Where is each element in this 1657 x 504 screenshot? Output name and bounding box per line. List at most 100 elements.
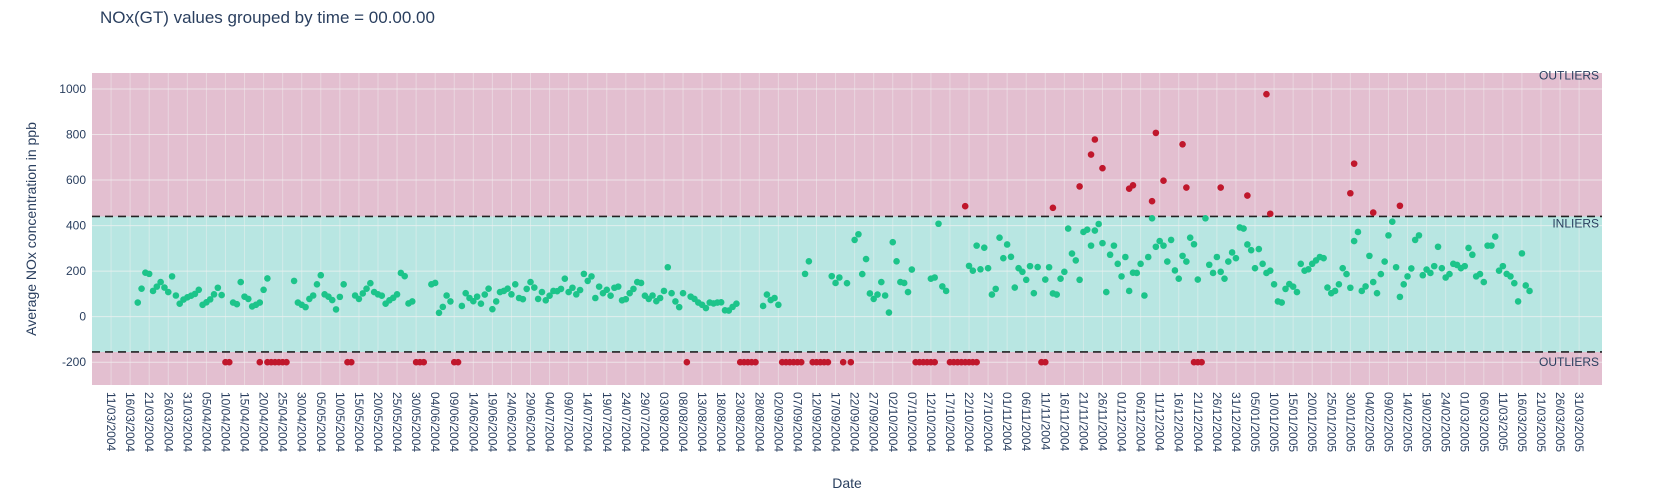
inlier-point — [992, 285, 1000, 293]
x-tick-label: 21/12/2004 — [1191, 392, 1205, 452]
inlier-point — [1507, 273, 1514, 280]
x-tick-label: 29/06/2004 — [524, 392, 538, 452]
inlier-point — [1518, 250, 1526, 257]
inlier-point — [866, 290, 874, 297]
inlier-point — [1427, 269, 1434, 277]
inlier-point — [447, 298, 454, 305]
inlier-point — [939, 283, 946, 290]
inlier-point — [942, 287, 950, 295]
outlier-point — [797, 358, 805, 366]
inlier-point — [660, 287, 668, 295]
y-tick-label: 400 — [66, 219, 86, 233]
inlier-point — [1278, 299, 1285, 306]
inlier-point — [1053, 291, 1061, 298]
band-label-2: OUTLIERS — [1539, 355, 1599, 369]
inlier-point — [1087, 242, 1095, 249]
inlier-point — [210, 291, 218, 298]
inlier-point — [1362, 283, 1369, 290]
x-tick-label: 21/03/2005 — [1534, 392, 1548, 452]
inlier-point — [1305, 266, 1312, 273]
inlier-point — [763, 291, 771, 298]
outlier-point — [1087, 151, 1095, 158]
inlier-point — [931, 274, 939, 281]
inlier-point — [973, 242, 980, 249]
inlier-point — [1160, 242, 1167, 249]
inlier-point — [1244, 241, 1251, 248]
inlier-point — [561, 275, 569, 282]
inlier-point — [378, 292, 386, 300]
x-tick-label: 30/05/2004 — [409, 392, 423, 452]
x-tick-label: 31/03/2005 — [1572, 392, 1586, 452]
outlier-point — [1099, 164, 1106, 172]
x-tick-label: 06/12/2004 — [1134, 392, 1148, 452]
x-tick-label: 06/11/2004 — [1019, 392, 1033, 451]
x-tick-label: 26/03/2004 — [161, 392, 175, 452]
inlier-point — [828, 272, 836, 280]
inlier-point — [1388, 218, 1396, 226]
outlier-point — [1152, 129, 1160, 137]
inlier-point — [717, 299, 725, 306]
inlier-point — [1057, 275, 1064, 282]
inlier-point — [1137, 260, 1144, 268]
inlier-point — [214, 284, 222, 292]
inlier-point — [996, 234, 1003, 241]
band-0 — [92, 73, 1602, 217]
x-tick-label: 20/05/2004 — [371, 392, 385, 452]
inlier-point — [470, 297, 477, 305]
inlier-point — [492, 298, 500, 305]
inlier-point — [1030, 289, 1038, 297]
inlier-point — [584, 277, 592, 285]
inlier-point — [977, 266, 984, 273]
inlier-point — [1469, 251, 1476, 259]
inlier-point — [1152, 243, 1160, 251]
inlier-point — [462, 289, 469, 297]
inlier-point — [1324, 284, 1331, 291]
inlier-point — [1354, 228, 1362, 236]
outlier-point — [1129, 181, 1137, 189]
inlier-point — [1358, 287, 1366, 295]
x-tick-label: 15/01/2005 — [1286, 392, 1300, 452]
inlier-point — [317, 271, 325, 279]
x-axis-ticks: 11/03/2004 16/03/2004 21/03/2004 26/03/2004… — [104, 392, 1586, 452]
inlier-point — [664, 263, 672, 271]
inlier-point — [1061, 268, 1068, 276]
inlier-point — [1293, 288, 1301, 296]
x-tick-label: 26/03/2005 — [1553, 392, 1567, 452]
inlier-point — [1419, 271, 1427, 279]
outlier-point — [1160, 177, 1167, 185]
inlier-point — [1289, 283, 1297, 290]
y-tick-label: 600 — [66, 173, 86, 187]
x-tick-label: 12/09/2004 — [809, 392, 823, 452]
outlier-point — [225, 358, 233, 366]
outlier-point — [1198, 358, 1205, 366]
inlier-point — [359, 290, 367, 297]
inlier-point — [675, 303, 683, 311]
inlier-point — [485, 285, 492, 292]
inlier-point — [1270, 281, 1278, 288]
x-tick-label: 09/07/2004 — [562, 392, 576, 452]
inlier-point — [523, 285, 530, 293]
outlier-point — [1148, 197, 1156, 205]
inlier-point — [435, 309, 443, 317]
inlier-point — [527, 278, 534, 286]
inlier-point — [1141, 292, 1148, 299]
inlier-point — [1282, 285, 1289, 293]
x-tick-label: 10/04/2004 — [218, 392, 232, 452]
x-tick-label: 05/05/2004 — [314, 392, 328, 452]
inlier-point — [1076, 276, 1083, 284]
outlier-point — [1350, 160, 1358, 167]
inlier-point — [668, 289, 675, 297]
inlier-point — [1514, 298, 1522, 305]
inlier-point — [1404, 273, 1411, 280]
inlier-point — [805, 258, 813, 265]
x-tick-label: 05/04/2004 — [199, 392, 213, 452]
inlier-point — [546, 292, 553, 300]
inlier-point — [233, 300, 241, 308]
inlier-point — [862, 255, 870, 263]
outlier-point — [283, 358, 290, 366]
x-tick-label: 04/06/2004 — [428, 392, 442, 452]
x-tick-label: 30/04/2004 — [295, 392, 309, 452]
inlier-point — [245, 295, 252, 303]
inlier-point — [1411, 236, 1419, 244]
